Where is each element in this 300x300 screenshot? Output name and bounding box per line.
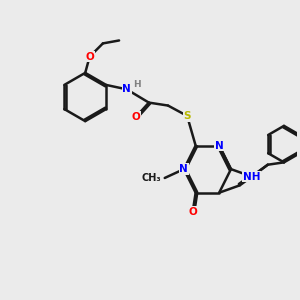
Text: O: O	[85, 52, 94, 62]
Text: CH₃: CH₃	[142, 173, 161, 183]
Text: N: N	[215, 141, 224, 151]
Text: N: N	[179, 164, 188, 174]
Text: H: H	[133, 80, 141, 88]
Text: O: O	[188, 207, 197, 217]
Text: O: O	[131, 112, 140, 122]
Text: NH: NH	[243, 172, 260, 182]
Text: S: S	[183, 111, 191, 121]
Text: N: N	[122, 84, 131, 94]
